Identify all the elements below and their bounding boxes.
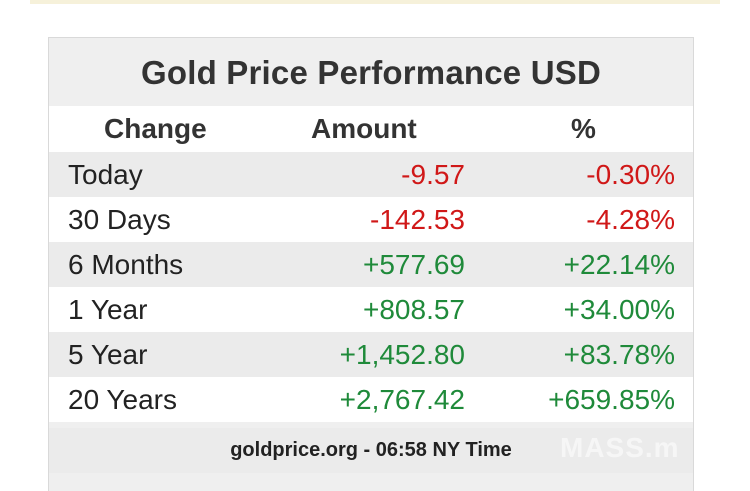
- row-percent: -4.28%: [586, 204, 675, 235]
- row-percent: +659.85%: [548, 384, 675, 415]
- table-row: 5 Year +1,452.80 +83.78%: [49, 332, 693, 377]
- table-row: Today -9.57 -0.30%: [49, 152, 693, 197]
- header-amount: Amount: [311, 113, 417, 144]
- table-row: 20 Years +2,767.42 +659.85%: [49, 377, 693, 422]
- header-percent: %: [571, 113, 596, 144]
- row-amount: +577.69: [363, 249, 465, 280]
- widget-title: Gold Price Performance USD: [140, 54, 601, 91]
- row-amount: -9.57: [401, 159, 465, 190]
- row-amount: -142.53: [370, 204, 465, 235]
- watermark-logo: MASS.m: [560, 432, 680, 463]
- table-row: 1 Year +808.57 +34.00%: [49, 287, 693, 332]
- row-percent: -0.30%: [586, 159, 675, 190]
- row-label: 1 Year: [68, 294, 148, 325]
- gold-performance-widget: Gold Price Performance USD Change Amount…: [48, 37, 694, 491]
- row-amount: +1,452.80: [339, 339, 465, 370]
- row-amount: +808.57: [363, 294, 465, 325]
- performance-table: Change Amount % Today -9.57 -0.30% 30 Da…: [49, 106, 693, 422]
- row-label: Today: [68, 159, 143, 190]
- row-label: 6 Months: [68, 249, 184, 280]
- row-label: 30 Days: [68, 204, 171, 235]
- header-change: Change: [104, 113, 207, 144]
- top-banner-strip: [30, 0, 720, 4]
- row-percent: +83.78%: [563, 339, 675, 370]
- row-label: 5 Year: [68, 339, 148, 370]
- table-row: 30 Days -142.53 -4.28%: [49, 197, 693, 242]
- source-footer: goldprice.org - 06:58 NY Time: [49, 428, 693, 473]
- row-percent: +22.14%: [563, 249, 675, 280]
- row-amount: +2,767.42: [339, 384, 465, 415]
- row-percent: +34.00%: [563, 294, 675, 325]
- row-label: 20 Years: [68, 384, 177, 415]
- table-row: 6 Months +577.69 +22.14%: [49, 242, 693, 287]
- table-header-row: Change Amount %: [49, 106, 693, 152]
